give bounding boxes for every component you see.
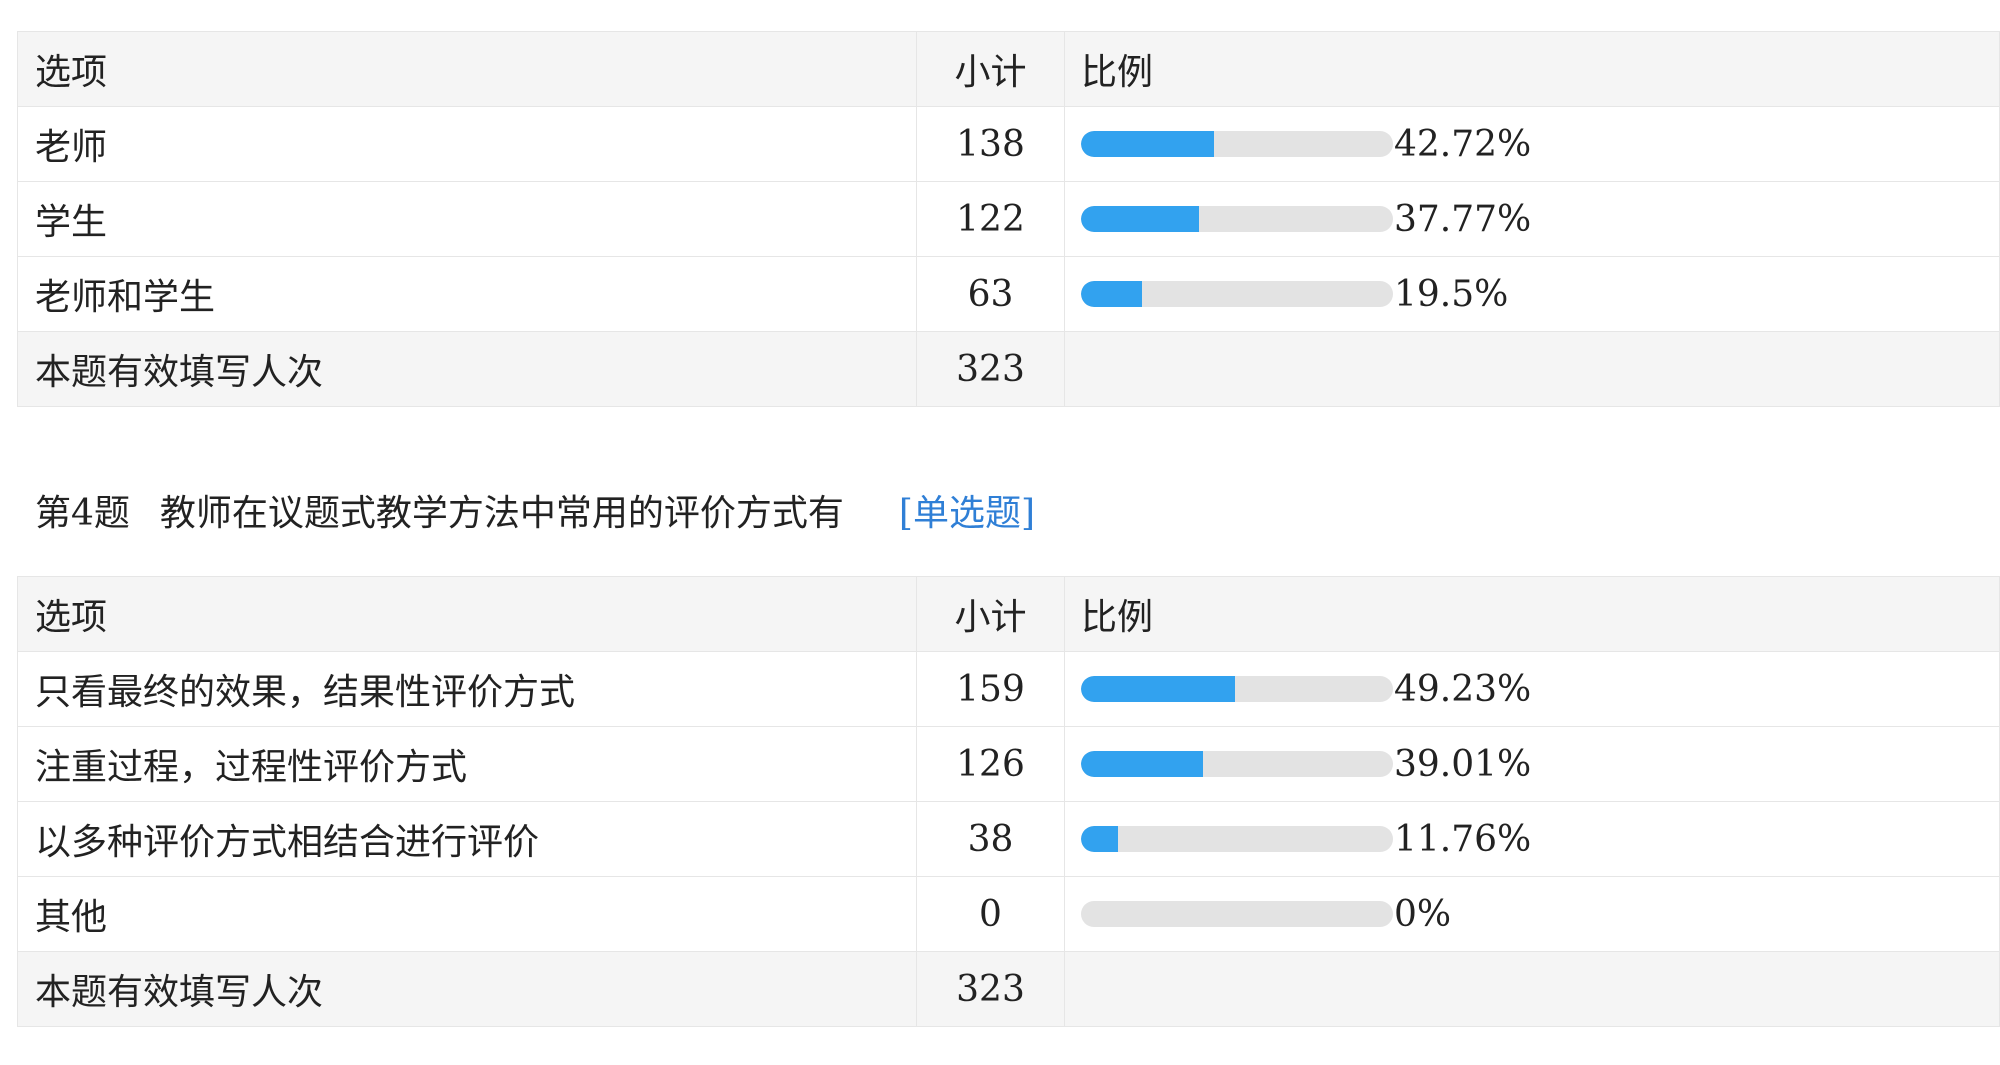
progress-bar-fill [1081, 281, 1142, 307]
option-label: 注重过程，过程性评价方式 [17, 726, 917, 802]
progress-bar-track [1081, 751, 1393, 777]
ratio-cell: 37.77% [1064, 181, 2000, 257]
percent-label: 11.76% [1394, 818, 1532, 860]
total-ratio-empty [1064, 951, 2000, 1027]
question-number: 第4题 [35, 493, 130, 534]
table-row: 老师和学生 63 19.5% [17, 256, 2000, 332]
percent-label: 19.5% [1394, 273, 1509, 315]
option-label: 老师 [17, 106, 917, 182]
header-count: 小计 [916, 31, 1065, 107]
results-table-question-4: 选项 小计 比例 只看最终的效果，结果性评价方式 159 49.23% 注重过程… [17, 576, 2000, 1027]
option-count: 38 [916, 801, 1065, 877]
table-row: 老师 138 42.72% [17, 106, 2000, 182]
option-label: 其他 [17, 876, 917, 952]
percent-label: 42.72% [1394, 123, 1532, 165]
question-title: 第4题 教师在议题式教学方法中常用的评价方式有 [单选题] [35, 484, 1035, 536]
percent-label: 49.23% [1394, 668, 1532, 710]
header-option: 选项 [17, 31, 917, 107]
table-row: 只看最终的效果，结果性评价方式 159 49.23% [17, 651, 2000, 727]
ratio-cell: 39.01% [1064, 726, 2000, 802]
ratio-cell: 42.72% [1064, 106, 2000, 182]
option-count: 122 [916, 181, 1065, 257]
total-row: 本题有效填写人次 323 [17, 951, 2000, 1027]
table-header-row: 选项 小计 比例 [17, 576, 2000, 652]
progress-bar-fill [1081, 131, 1215, 157]
results-table-previous-question: 选项 小计 比例 老师 138 42.72% 学生 122 37.77% [17, 31, 2000, 407]
table-row: 学生 122 37.77% [17, 181, 2000, 257]
table-header-row: 选项 小计 比例 [17, 31, 2000, 107]
ratio-cell: 0% [1064, 876, 2000, 952]
progress-bar-track [1081, 901, 1393, 927]
ratio-cell: 49.23% [1064, 651, 2000, 727]
total-count: 323 [916, 951, 1065, 1027]
ratio-cell: 11.76% [1064, 801, 2000, 877]
option-count: 159 [916, 651, 1065, 727]
header-count: 小计 [916, 576, 1065, 652]
progress-bar-fill [1081, 751, 1203, 777]
progress-bar-fill [1081, 826, 1118, 852]
progress-bar-track [1081, 131, 1393, 157]
percent-label: 39.01% [1394, 743, 1532, 785]
option-count: 126 [916, 726, 1065, 802]
option-label: 只看最终的效果，结果性评价方式 [17, 651, 917, 727]
table-row: 其他 0 0% [17, 876, 2000, 952]
question-type-link[interactable]: [单选题] [898, 493, 1036, 534]
progress-bar-track [1081, 281, 1393, 307]
progress-bar-track [1081, 206, 1393, 232]
option-count: 138 [916, 106, 1065, 182]
ratio-cell: 19.5% [1064, 256, 2000, 332]
option-count: 0 [916, 876, 1065, 952]
option-count: 63 [916, 256, 1065, 332]
total-label: 本题有效填写人次 [17, 951, 917, 1027]
option-label: 老师和学生 [17, 256, 917, 332]
total-row: 本题有效填写人次 323 [17, 331, 2000, 407]
percent-label: 0% [1394, 893, 1452, 935]
table-row: 以多种评价方式相结合进行评价 38 11.76% [17, 801, 2000, 877]
header-option: 选项 [17, 576, 917, 652]
total-label: 本题有效填写人次 [17, 331, 917, 407]
total-count: 323 [916, 331, 1065, 407]
header-ratio: 比例 [1064, 576, 2000, 652]
percent-label: 37.77% [1394, 198, 1532, 240]
option-label: 以多种评价方式相结合进行评价 [17, 801, 917, 877]
progress-bar-track [1081, 826, 1393, 852]
table-row: 注重过程，过程性评价方式 126 39.01% [17, 726, 2000, 802]
question-text: 教师在议题式教学方法中常用的评价方式有 [159, 493, 844, 534]
total-ratio-empty [1064, 331, 2000, 407]
progress-bar-track [1081, 676, 1393, 702]
option-label: 学生 [17, 181, 917, 257]
header-ratio: 比例 [1064, 31, 2000, 107]
progress-bar-fill [1081, 206, 1199, 232]
progress-bar-fill [1081, 676, 1235, 702]
